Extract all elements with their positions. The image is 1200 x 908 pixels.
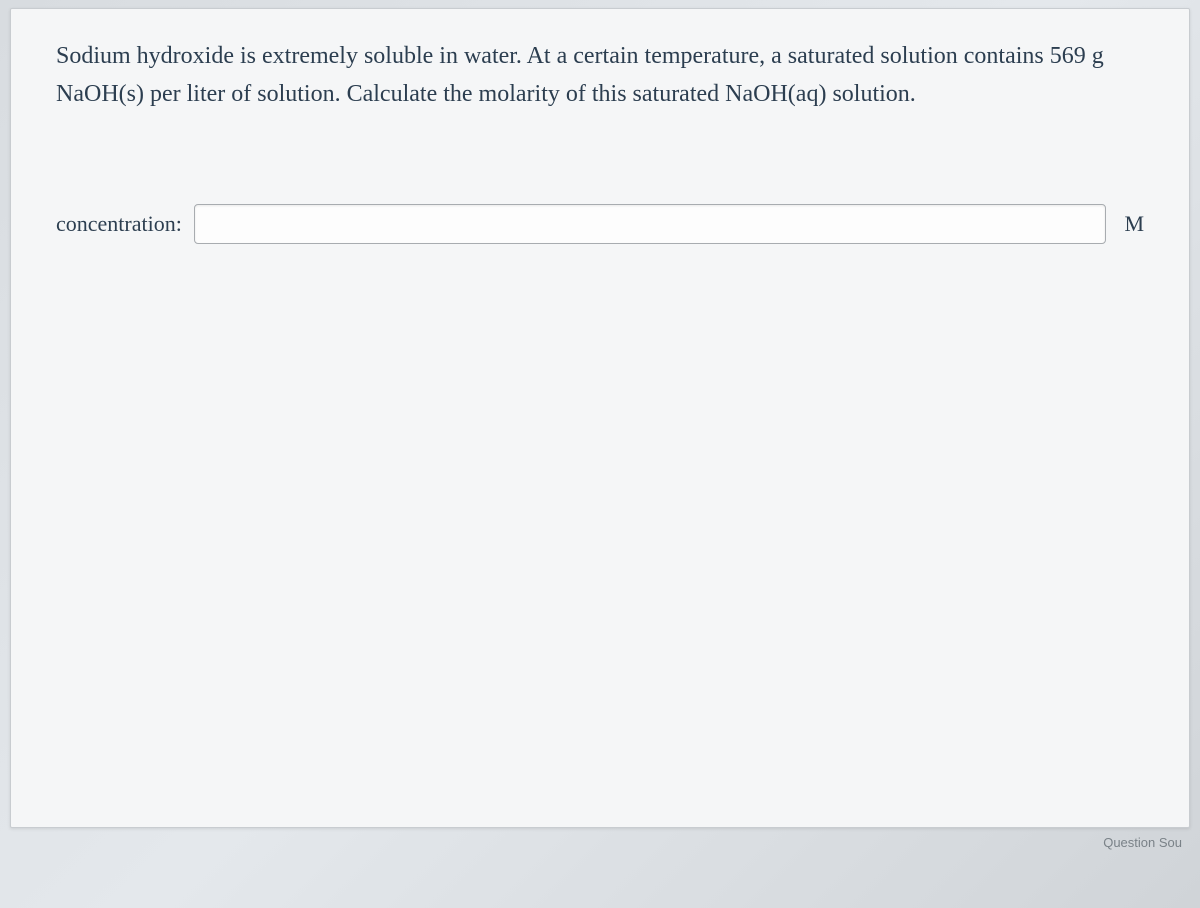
concentration-label: concentration: [56, 211, 182, 237]
question-panel: Sodium hydroxide is extremely soluble in… [10, 8, 1190, 828]
answer-row: concentration: M [56, 204, 1144, 244]
question-source-text: Question Sou [1103, 835, 1182, 850]
concentration-input[interactable] [194, 204, 1107, 244]
question-text: Sodium hydroxide is extremely soluble in… [56, 37, 1144, 114]
unit-label: M [1118, 211, 1144, 237]
